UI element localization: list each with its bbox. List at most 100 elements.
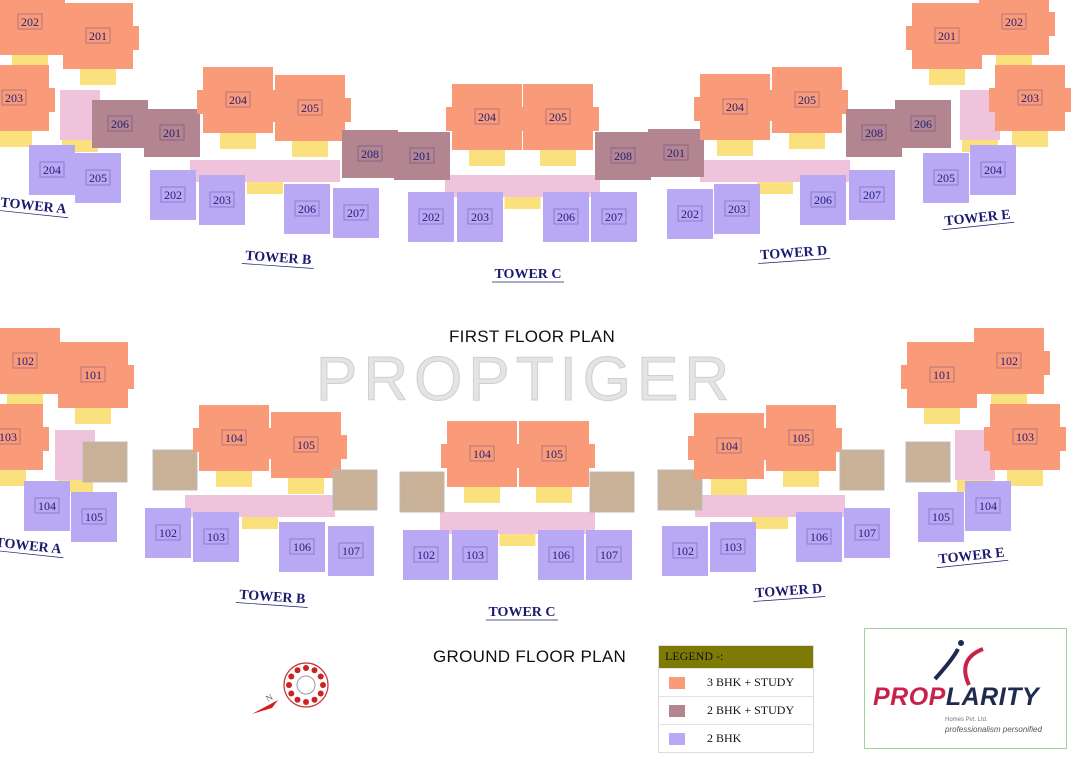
unit-102[interactable]: 102 [968,328,1050,410]
unit-201[interactable]: 201 [144,109,200,157]
unit-205[interactable]: 205 [75,153,121,203]
unit-107[interactable]: 107 [586,530,632,580]
proplarity-logo: PROPLARITY Homes Pvt. Ltd. professionali… [864,628,1067,749]
unit-203[interactable]: 203 [989,65,1071,147]
unit-201[interactable]: 201 [906,3,988,85]
unit-104[interactable]: 104 [688,413,770,495]
unit-shape [667,189,713,239]
unit-shape [342,130,398,178]
corridor [695,495,845,517]
unit-105[interactable]: 105 [265,412,347,494]
corridor [445,175,600,197]
unit-label-box [80,366,106,383]
unit-203[interactable]: 203 [714,184,760,234]
unit-105[interactable]: 105 [760,405,842,487]
unit-101[interactable]: 101 [52,342,134,424]
unit-206[interactable]: 206 [543,192,589,242]
tower-d: 201 204 205 208 202 203 206 207 TOWER D [648,67,902,264]
unit-208[interactable]: 208 [595,132,651,180]
unit-balcony [292,141,328,157]
unit-205[interactable]: 205 [923,153,969,203]
unit-103[interactable]: 103 [0,404,49,486]
unit-207[interactable]: 207 [333,188,379,238]
unit-102[interactable]: 102 [145,508,191,558]
unit-105[interactable]: 105 [918,492,964,542]
lobby [752,517,788,529]
unit-label: 204 [984,163,1002,177]
unit-206[interactable]: 206 [800,175,846,225]
unit-label: 202 [1005,15,1023,29]
unit-balcony [717,140,753,156]
unit-shape-wing [0,427,49,451]
unit-label: 208 [865,126,883,140]
unit-204[interactable]: 204 [446,84,528,166]
unit-104[interactable]: 104 [965,481,1011,531]
unit-103[interactable]: 103 [984,404,1066,486]
unit-102[interactable]: 102 [0,328,66,410]
unit-202[interactable]: 202 [0,0,71,71]
unit-104[interactable]: 104 [24,481,70,531]
unit-unlabeled[interactable] [589,471,635,513]
unit-label-box [663,144,689,161]
unit-label-box [910,115,936,132]
unit-label: 102 [1000,354,1018,368]
unit-204[interactable]: 204 [197,67,279,149]
unit-208[interactable]: 208 [342,130,398,178]
unit-206[interactable]: 206 [284,184,330,234]
unit-203[interactable]: 203 [0,65,55,147]
unit-204[interactable]: 204 [694,74,776,156]
unit-106[interactable]: 106 [538,530,584,580]
unit-shape-wing [193,428,275,452]
unit-201[interactable]: 201 [57,3,139,85]
unit-103[interactable]: 103 [710,522,756,572]
unit-102[interactable]: 102 [403,530,449,580]
unit-203[interactable]: 203 [457,192,503,242]
unit-203[interactable]: 203 [199,175,245,225]
unit-208[interactable]: 208 [846,109,902,157]
unit-label-box [788,429,814,446]
unit-label: 202 [21,15,39,29]
tower-label: TOWER C [494,267,561,282]
unit-103[interactable]: 103 [193,512,239,562]
unit-204[interactable]: 204 [970,145,1016,195]
unit-unlabeled[interactable] [399,471,445,513]
unit-shape-wing [517,107,599,131]
unit-107[interactable]: 107 [328,526,374,576]
unit-201[interactable]: 201 [648,129,704,177]
unit-unlabeled[interactable] [332,469,378,511]
unit-label: 204 [43,163,61,177]
unit-202[interactable]: 202 [667,189,713,239]
unit-label-box [209,191,235,208]
unit-201[interactable]: 201 [394,132,450,180]
unit-206[interactable]: 206 [895,100,951,148]
unit-106[interactable]: 106 [279,522,325,572]
unit-202[interactable]: 202 [150,170,196,220]
unit-unlabeled[interactable] [152,449,198,491]
unit-label: 208 [614,149,632,163]
unit-unlabeled[interactable] [905,441,951,483]
unit-205[interactable]: 205 [269,75,351,157]
unit-103[interactable]: 103 [452,530,498,580]
unit-105[interactable]: 105 [71,492,117,542]
unit-104[interactable]: 104 [193,405,275,487]
unit-107[interactable]: 107 [844,508,890,558]
unit-label-box [722,98,748,115]
unit-205[interactable]: 205 [517,84,599,166]
unit-unlabeled[interactable] [839,449,885,491]
unit-shape-wing [984,427,1066,451]
unit-207[interactable]: 207 [591,192,637,242]
unit-105[interactable]: 105 [513,421,595,503]
unit-104[interactable]: 104 [441,421,523,503]
unit-102[interactable]: 102 [662,526,708,576]
unit-204[interactable]: 204 [29,145,75,195]
unit-205[interactable]: 205 [766,67,848,149]
unit-balcony [1012,131,1048,147]
unit-unlabeled[interactable] [82,441,128,483]
unit-202[interactable]: 202 [973,0,1055,71]
unit-202[interactable]: 202 [408,192,454,242]
unit-207[interactable]: 207 [849,170,895,220]
unit-label-box [343,204,369,221]
unit-101[interactable]: 101 [901,342,983,424]
unit-206[interactable]: 206 [92,100,148,148]
unit-106[interactable]: 106 [796,512,842,562]
